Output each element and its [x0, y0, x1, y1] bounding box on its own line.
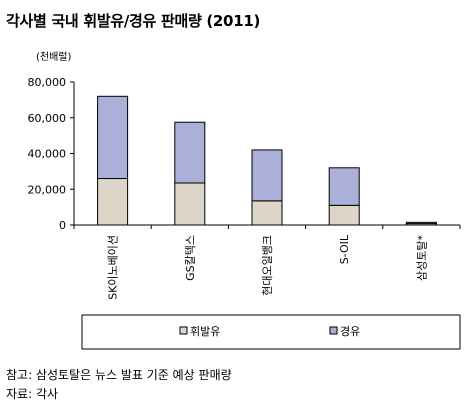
bar-gasoline: [328, 204, 360, 226]
y-tick-label: 20,000: [28, 183, 67, 196]
legend-box: [81, 314, 461, 350]
bar-gasoline: [174, 182, 206, 226]
bar-diesel: [405, 221, 437, 225]
x-tick-label: S-OIL: [338, 234, 351, 264]
x-tick-label: SK이노베이션: [107, 235, 120, 300]
source-line: 자료: 각사: [6, 387, 59, 401]
bar-diesel: [97, 95, 129, 180]
x-tick-label: 삼성토탈*: [415, 235, 428, 281]
y-tick-label: 60,000: [28, 112, 67, 125]
note-line: 참고: 삼성토탈은 뉴스 발표 기준 예상 판매량: [6, 368, 232, 382]
bar-gasoline: [251, 200, 283, 226]
unit-label: (천배럴): [36, 50, 72, 63]
stacked-bar-chart: (천배럴) 0 20,000 40,000 60,000 80,000 SK이노베이션 GS칼…: [28, 50, 461, 350]
bar-diesel: [251, 149, 283, 202]
bar-diesel: [174, 121, 206, 184]
x-tick-label: GS칼텍스: [184, 235, 197, 281]
y-tick-label: 40,000: [28, 148, 67, 161]
bar-gasoline: [97, 178, 129, 226]
x-tick-label: 현대오일뱅크: [260, 235, 274, 296]
legend-label-diesel: 경유: [340, 325, 360, 338]
y-tick-label: 0: [59, 219, 66, 232]
bar-diesel: [328, 167, 360, 206]
y-tick-label: 80,000: [28, 76, 67, 89]
chart-title: 각사별 국내 휘발유/경유 판매량 (2011): [6, 12, 261, 30]
legend-label-gasoline: 휘발유: [190, 325, 220, 338]
legend-swatch-gasoline: [179, 326, 188, 335]
notes: 참고: 삼성토탈은 뉴스 발표 기준 예상 판매량 자료: 각사: [6, 366, 232, 404]
legend-swatch-diesel: [329, 326, 338, 335]
